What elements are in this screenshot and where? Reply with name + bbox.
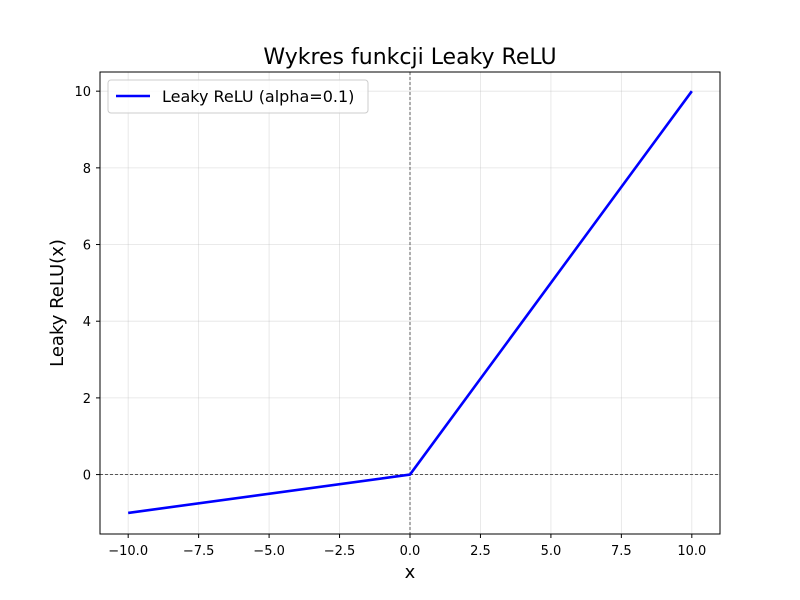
y-tick-label: 10: [74, 85, 91, 100]
x-axis-title: x: [405, 562, 416, 583]
y-axis: 0 2 4 6 8 10: [74, 85, 100, 484]
chart-title: Wykres funkcji Leaky ReLU: [263, 45, 556, 70]
y-tick-label: 4: [83, 315, 91, 330]
x-tick-label: 10.0: [677, 544, 706, 559]
y-tick-label: 0: [83, 469, 91, 484]
x-tick-label: −5.0: [253, 544, 285, 559]
x-tick-label: −10.0: [108, 544, 148, 559]
series-group: [128, 90, 693, 515]
x-tick-label: 2.5: [470, 544, 491, 559]
legend-box: [107, 79, 369, 114]
y-tick-label: 2: [83, 392, 91, 407]
series-line-leaky-relu: [128, 90, 693, 515]
x-tick-label: 0.0: [400, 544, 421, 559]
x-tick-label: −2.5: [324, 544, 356, 559]
x-tick-label: 7.5: [611, 544, 632, 559]
y-axis-title: Leaky ReLU(x): [47, 239, 68, 367]
y-tick-label: 8: [83, 162, 91, 177]
y-tick-label: 6: [83, 239, 91, 254]
x-axis: −10.0 −7.5 −5.0 −2.5 0.0 2.5 5.0 7.5 10.0: [108, 534, 706, 559]
x-tick-label: −7.5: [183, 544, 215, 559]
legend: Leaky ReLU (alpha=0.1): [107, 79, 369, 114]
legend-label: Leaky ReLU (alpha=0.1): [162, 87, 354, 106]
x-tick-label: 5.0: [541, 544, 562, 559]
